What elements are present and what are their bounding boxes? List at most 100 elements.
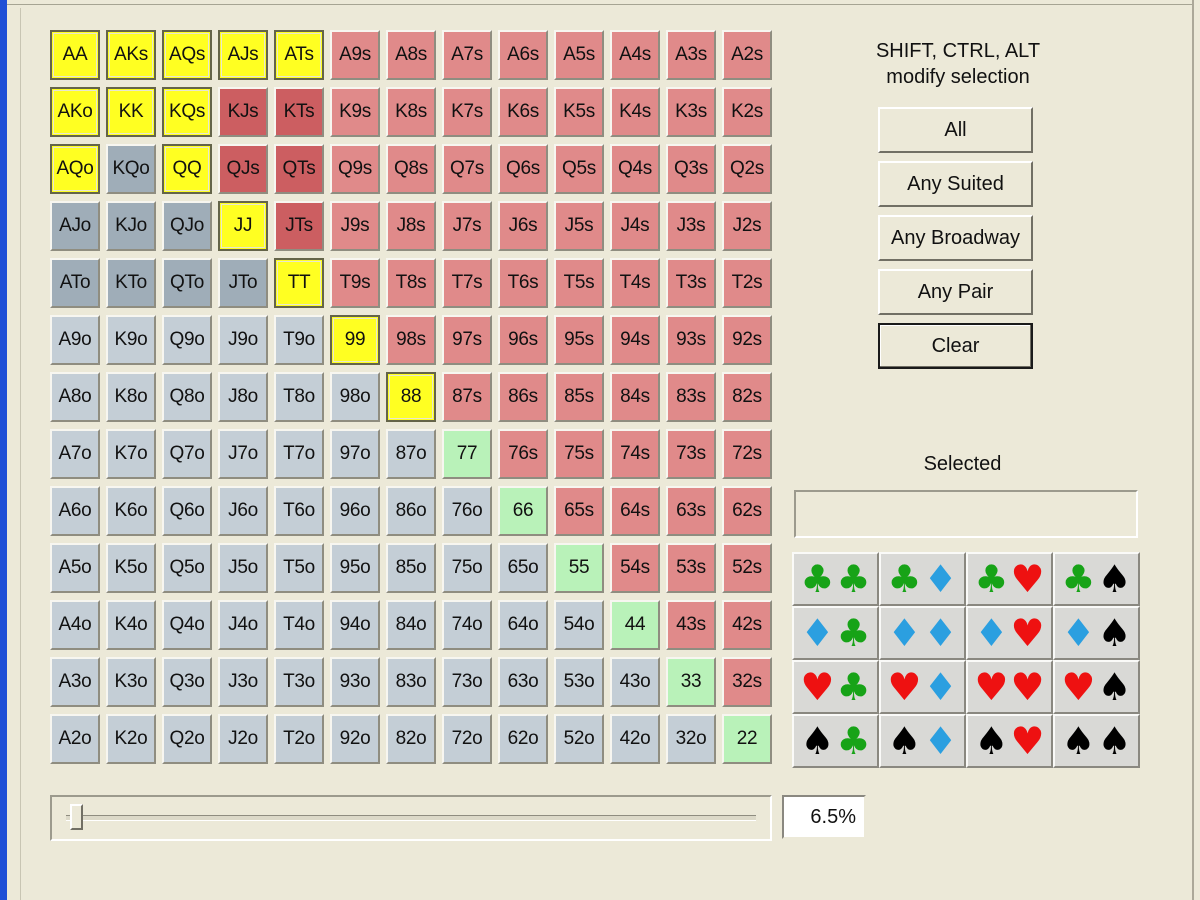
hand-cell-KK[interactable]: KK: [106, 87, 156, 137]
hand-cell-43o[interactable]: 43o: [610, 657, 660, 707]
suit-combo-diamond-heart[interactable]: ♦ ♥: [966, 606, 1053, 660]
suit-combo-spade-spade[interactable]: ♠ ♠: [1053, 714, 1140, 768]
suit-combo-spade-heart[interactable]: ♠ ♥: [966, 714, 1053, 768]
hand-cell-AJs[interactable]: AJs: [218, 30, 268, 80]
hand-cell-54s[interactable]: 54s: [610, 543, 660, 593]
hand-cell-32s[interactable]: 32s: [722, 657, 772, 707]
hand-cell-T3o[interactable]: T3o: [274, 657, 324, 707]
hand-cell-T9s[interactable]: T9s: [330, 258, 380, 308]
hand-cell-93s[interactable]: 93s: [666, 315, 716, 365]
suit-combo-club-club[interactable]: ♣ ♣: [792, 552, 879, 606]
hand-cell-J9s[interactable]: J9s: [330, 201, 380, 251]
hand-cell-Q3s[interactable]: Q3s: [666, 144, 716, 194]
hand-cell-A3o[interactable]: A3o: [50, 657, 100, 707]
hand-cell-T2s[interactable]: T2s: [722, 258, 772, 308]
hand-cell-A8s[interactable]: A8s: [386, 30, 436, 80]
hand-cell-AA[interactable]: AA: [50, 30, 100, 80]
hand-cell-86s[interactable]: 86s: [498, 372, 548, 422]
any-suited-button[interactable]: Any Suited: [878, 161, 1033, 207]
suit-combo-diamond-spade[interactable]: ♦ ♠: [1053, 606, 1140, 660]
slider-track[interactable]: [66, 815, 756, 821]
hand-cell-Q9s[interactable]: Q9s: [330, 144, 380, 194]
hand-cell-ATs[interactable]: ATs: [274, 30, 324, 80]
hand-cell-74s[interactable]: 74s: [610, 429, 660, 479]
hand-cell-98s[interactable]: 98s: [386, 315, 436, 365]
hand-cell-55[interactable]: 55: [554, 543, 604, 593]
hand-cell-AKs[interactable]: AKs: [106, 30, 156, 80]
hand-cell-J6o[interactable]: J6o: [218, 486, 268, 536]
hand-cell-65o[interactable]: 65o: [498, 543, 548, 593]
select-all-button[interactable]: All: [878, 107, 1033, 153]
hand-cell-AJo[interactable]: AJo: [50, 201, 100, 251]
suit-combo-diamond-club[interactable]: ♦ ♣: [792, 606, 879, 660]
hand-cell-Q6s[interactable]: Q6s: [498, 144, 548, 194]
hand-cell-AQo[interactable]: AQo: [50, 144, 100, 194]
hand-cell-A6s[interactable]: A6s: [498, 30, 548, 80]
any-pair-button[interactable]: Any Pair: [878, 269, 1033, 315]
hand-cell-85s[interactable]: 85s: [554, 372, 604, 422]
hand-cell-A5s[interactable]: A5s: [554, 30, 604, 80]
hand-cell-KJs[interactable]: KJs: [218, 87, 268, 137]
suit-combo-spade-club[interactable]: ♠ ♣: [792, 714, 879, 768]
slider-thumb[interactable]: [69, 804, 83, 830]
hand-cell-43s[interactable]: 43s: [666, 600, 716, 650]
hand-cell-53o[interactable]: 53o: [554, 657, 604, 707]
range-percent-field[interactable]: 6.5%: [782, 795, 866, 839]
hand-cell-54o[interactable]: 54o: [554, 600, 604, 650]
hand-cell-Q4o[interactable]: Q4o: [162, 600, 212, 650]
hand-cell-95o[interactable]: 95o: [330, 543, 380, 593]
hand-cell-96o[interactable]: 96o: [330, 486, 380, 536]
hand-cell-K3o[interactable]: K3o: [106, 657, 156, 707]
hand-cell-83s[interactable]: 83s: [666, 372, 716, 422]
hand-cell-KTo[interactable]: KTo: [106, 258, 156, 308]
hand-cell-KJo[interactable]: KJo: [106, 201, 156, 251]
hand-cell-A9s[interactable]: A9s: [330, 30, 380, 80]
hand-cell-K7o[interactable]: K7o: [106, 429, 156, 479]
hand-cell-ATo[interactable]: ATo: [50, 258, 100, 308]
suit-combo-heart-heart[interactable]: ♥ ♥: [966, 660, 1053, 714]
hand-cell-63s[interactable]: 63s: [666, 486, 716, 536]
hand-cell-64o[interactable]: 64o: [498, 600, 548, 650]
hand-cell-T7s[interactable]: T7s: [442, 258, 492, 308]
hand-cell-87s[interactable]: 87s: [442, 372, 492, 422]
hand-cell-T7o[interactable]: T7o: [274, 429, 324, 479]
hand-cell-Q8o[interactable]: Q8o: [162, 372, 212, 422]
hand-cell-83o[interactable]: 83o: [386, 657, 436, 707]
hand-cell-A6o[interactable]: A6o: [50, 486, 100, 536]
hand-cell-82o[interactable]: 82o: [386, 714, 436, 764]
hand-cell-T2o[interactable]: T2o: [274, 714, 324, 764]
hand-cell-K6s[interactable]: K6s: [498, 87, 548, 137]
hand-cell-75o[interactable]: 75o: [442, 543, 492, 593]
hand-cell-95s[interactable]: 95s: [554, 315, 604, 365]
hand-cell-88[interactable]: 88: [386, 372, 436, 422]
hand-cell-Q5s[interactable]: Q5s: [554, 144, 604, 194]
hand-cell-K8s[interactable]: K8s: [386, 87, 436, 137]
hand-cell-A5o[interactable]: A5o: [50, 543, 100, 593]
hand-cell-Q4s[interactable]: Q4s: [610, 144, 660, 194]
hand-cell-J7o[interactable]: J7o: [218, 429, 268, 479]
hand-cell-J7s[interactable]: J7s: [442, 201, 492, 251]
hand-cell-AKo[interactable]: AKo: [50, 87, 100, 137]
suit-combo-heart-club[interactable]: ♥ ♣: [792, 660, 879, 714]
hand-cell-Q9o[interactable]: Q9o: [162, 315, 212, 365]
suit-combo-heart-spade[interactable]: ♥ ♠: [1053, 660, 1140, 714]
hand-cell-62s[interactable]: 62s: [722, 486, 772, 536]
hand-cell-J4s[interactable]: J4s: [610, 201, 660, 251]
hand-cell-K5s[interactable]: K5s: [554, 87, 604, 137]
hand-cell-Q6o[interactable]: Q6o: [162, 486, 212, 536]
hand-cell-J2o[interactable]: J2o: [218, 714, 268, 764]
suit-combo-club-heart[interactable]: ♣ ♥: [966, 552, 1053, 606]
hand-cell-52s[interactable]: 52s: [722, 543, 772, 593]
hand-cell-K2o[interactable]: K2o: [106, 714, 156, 764]
hand-cell-J2s[interactable]: J2s: [722, 201, 772, 251]
hand-cell-AQs[interactable]: AQs: [162, 30, 212, 80]
hand-cell-84o[interactable]: 84o: [386, 600, 436, 650]
hand-cell-J9o[interactable]: J9o: [218, 315, 268, 365]
suit-combo-club-diamond[interactable]: ♣ ♦: [879, 552, 966, 606]
hand-cell-KQs[interactable]: KQs: [162, 87, 212, 137]
hand-cell-QJo[interactable]: QJo: [162, 201, 212, 251]
hand-cell-92o[interactable]: 92o: [330, 714, 380, 764]
hand-cell-Q2s[interactable]: Q2s: [722, 144, 772, 194]
hand-cell-A7o[interactable]: A7o: [50, 429, 100, 479]
hand-cell-KTs[interactable]: KTs: [274, 87, 324, 137]
